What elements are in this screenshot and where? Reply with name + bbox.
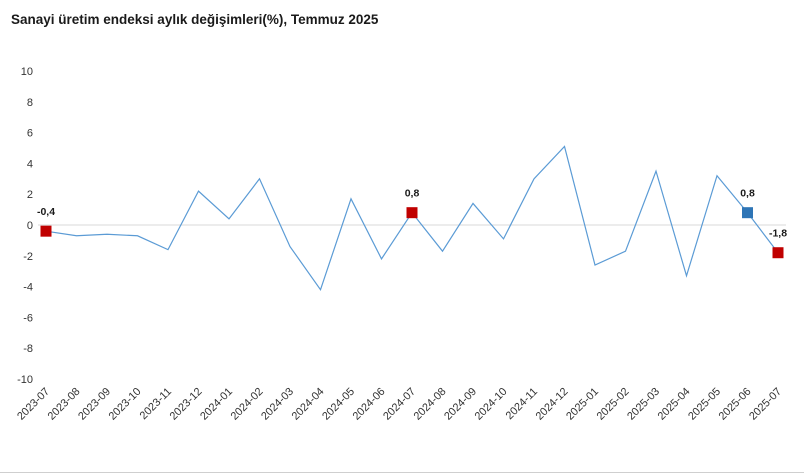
highlight-marker xyxy=(742,207,753,219)
x-tick-label: 2024-08 xyxy=(412,386,449,423)
y-tick-label: -8 xyxy=(23,343,33,355)
highlight-marker xyxy=(406,207,418,219)
y-tick-label: -4 xyxy=(23,282,33,294)
x-tick-label: 2023-10 xyxy=(107,386,144,423)
x-tick-label: 2025-01 xyxy=(564,386,601,423)
x-tick-label: 2024-12 xyxy=(534,386,571,423)
x-tick-label: 2023-09 xyxy=(76,386,113,423)
x-tick-label: 2025-02 xyxy=(595,386,632,423)
y-tick-label: 0 xyxy=(27,220,33,232)
x-tick-label: 2024-05 xyxy=(320,386,357,423)
x-tick-label: 2025-07 xyxy=(747,386,784,423)
y-tick-label: 10 xyxy=(21,66,33,78)
y-tick-label: -10 xyxy=(17,374,33,386)
data-label: -0,4 xyxy=(37,206,55,218)
data-labels: -0,4 0,8 0,8 -1,8 xyxy=(37,188,787,240)
x-tick-label: 2024-01 xyxy=(198,386,235,423)
x-tick-label: 2024-02 xyxy=(229,386,266,423)
y-tick-label: -6 xyxy=(23,312,33,324)
highlight-markers xyxy=(40,207,784,259)
highlight-marker xyxy=(40,225,52,237)
y-tick-label: 4 xyxy=(27,158,33,170)
x-tick-label: 2024-09 xyxy=(442,386,479,423)
x-tick-label: 2024-04 xyxy=(290,386,327,423)
x-tick-label: 2023-07 xyxy=(15,386,52,423)
x-tick-label: 2024-06 xyxy=(351,386,388,423)
data-label: 0,8 xyxy=(740,188,755,200)
x-tick-label: 2024-07 xyxy=(381,386,418,423)
x-tick-label: 2025-06 xyxy=(717,386,754,423)
x-tick-label: 2025-05 xyxy=(686,386,723,423)
y-tick-label: 8 xyxy=(27,97,33,109)
data-label: 0,8 xyxy=(405,188,420,200)
x-tick-label: 2024-10 xyxy=(473,386,510,423)
y-tick-label: 2 xyxy=(27,189,33,201)
x-tick-label: 2024-03 xyxy=(259,386,296,423)
x-tick-label: 2025-03 xyxy=(625,386,662,423)
y-axis-ticks: 10 8 6 4 2 0 -2 -4 -6 -8 -10 xyxy=(17,66,33,386)
data-label: -1,8 xyxy=(769,228,787,240)
y-tick-label: 6 xyxy=(27,128,33,140)
highlight-marker xyxy=(772,247,784,259)
x-tick-label: 2025-04 xyxy=(656,386,693,423)
x-tick-label: 2023-08 xyxy=(46,386,83,423)
x-axis-ticks: 2023-072023-082023-092023-102023-112023-… xyxy=(15,386,784,423)
y-tick-label: -2 xyxy=(23,251,33,263)
chart-title: Sanayi üretim endeksi aylık değişimleri(… xyxy=(11,12,379,27)
x-tick-label: 2023-12 xyxy=(168,386,205,423)
